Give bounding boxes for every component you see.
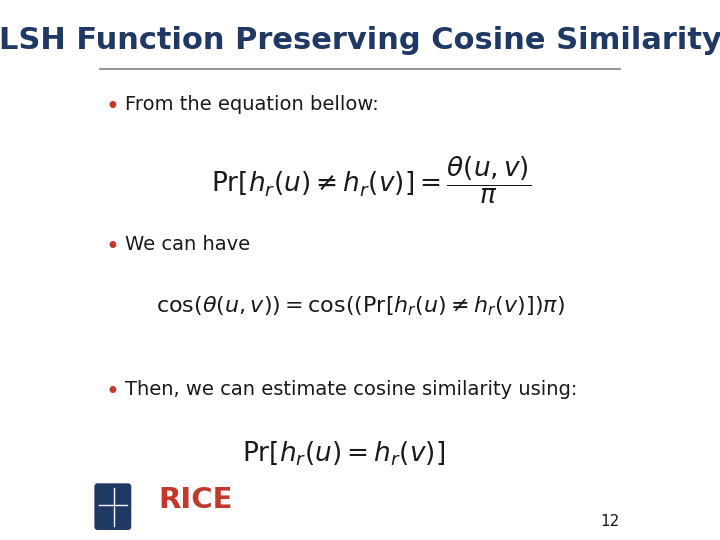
- Text: 12: 12: [600, 514, 620, 529]
- Text: LSH Function Preserving Cosine Similarity: LSH Function Preserving Cosine Similarit…: [0, 25, 720, 55]
- Text: From the equation bellow:: From the equation bellow:: [125, 96, 379, 114]
- FancyBboxPatch shape: [96, 484, 130, 529]
- Text: We can have: We can have: [125, 235, 251, 254]
- Text: •: •: [106, 380, 120, 404]
- Text: $\cos(\theta(u,v)) = \cos((\Pr[h_r(u) \neq h_r(v)])\pi)$: $\cos(\theta(u,v)) = \cos((\Pr[h_r(u) \n…: [156, 294, 564, 318]
- Text: Then, we can estimate cosine similarity using:: Then, we can estimate cosine similarity …: [125, 380, 577, 399]
- Text: •: •: [106, 96, 120, 119]
- Text: $\Pr[h_r(u) = h_r(v)]$: $\Pr[h_r(u) = h_r(v)]$: [242, 439, 445, 467]
- Text: RICE: RICE: [158, 487, 233, 515]
- Text: •: •: [106, 235, 120, 259]
- Text: $\Pr[h_r(u) \neq h_r(v)] = \dfrac{\theta(u,v)}{\pi}$: $\Pr[h_r(u) \neq h_r(v)] = \dfrac{\theta…: [211, 154, 531, 206]
